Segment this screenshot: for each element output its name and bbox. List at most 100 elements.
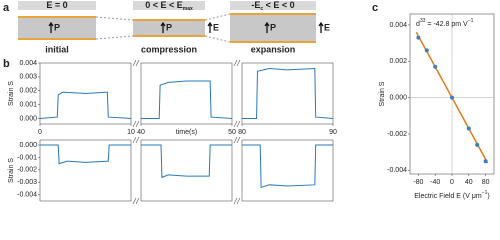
y-tick-label: -0.003 — [17, 179, 37, 186]
condition: 0 < E < Emax — [145, 0, 193, 12]
condition-part: E = 0 — [46, 0, 67, 10]
plot-frame — [39, 139, 132, 202]
x-axis-label: time(s) — [176, 129, 197, 136]
sample — [230, 14, 316, 42]
plot-frame — [140, 139, 233, 202]
y-axis-label: Strain S — [8, 81, 15, 106]
axis-break — [233, 197, 241, 205]
plot-frame — [140, 62, 233, 125]
x-axis-label-part: Electric Field E (V μm — [414, 193, 482, 200]
axis-break — [132, 197, 140, 205]
plot-frame — [241, 62, 334, 125]
annotation: d33 = -42.8 pm V−1 — [416, 18, 474, 28]
x-tick-label: 50 — [228, 129, 236, 136]
arrow — [48, 21, 54, 33]
y-tick-label: -0.004 — [17, 192, 37, 199]
arrow — [207, 21, 213, 33]
annotation-part: d — [416, 21, 420, 28]
series-line — [141, 80, 233, 119]
condition-part: -E — [251, 0, 260, 10]
condition-part: 0 < E < E — [145, 0, 183, 10]
y-tick-label: 0.004 — [19, 60, 37, 67]
arrow — [160, 21, 166, 33]
x-axis-label-part: ) — [487, 193, 489, 200]
axis-break — [233, 59, 241, 67]
point — [416, 35, 421, 40]
annotation-part: −1 — [468, 18, 474, 24]
header-bar — [18, 1, 96, 10]
polarization: P — [54, 22, 60, 32]
condition-part: c — [260, 6, 263, 12]
sample — [18, 17, 96, 39]
condition-part: max — [183, 6, 193, 12]
point — [450, 95, 454, 100]
arrow — [264, 21, 270, 33]
series-line — [39, 91, 132, 119]
y-tick-label: 0.000 — [19, 142, 37, 149]
dash — [95, 16, 134, 21]
polarization: P — [166, 22, 172, 32]
x-tick-label: 90 — [329, 129, 337, 136]
series-line — [242, 68, 334, 119]
point — [483, 159, 488, 164]
dash — [95, 35, 134, 40]
condition: -Ec < E < 0 — [251, 0, 294, 12]
x-tick-label: 10 — [127, 129, 135, 136]
y-tick-label: -0.002 — [387, 131, 407, 138]
x-tick-label: 80 — [482, 179, 490, 186]
x-tick-label: 40 — [465, 179, 473, 186]
panel-label: b — [3, 58, 10, 70]
dash — [204, 35, 231, 43]
y-tick-label: 0.002 — [19, 88, 37, 95]
state-label: compression — [141, 44, 197, 54]
y-tick-label: 0.003 — [19, 74, 37, 81]
plot-frame — [241, 139, 334, 202]
y-tick-label: 0.002 — [389, 58, 407, 65]
y-tick-label: -0.004 — [387, 167, 407, 174]
sample — [133, 20, 205, 36]
field: E — [213, 22, 219, 32]
x-axis-label: Electric Field E (V μm−1) — [414, 190, 489, 200]
axis-break — [132, 136, 140, 144]
annotation-part: = -42.8 pm V — [425, 21, 468, 28]
point — [433, 64, 438, 69]
y-tick-label: 0.001 — [19, 101, 37, 108]
condition-part: < E < 0 — [263, 0, 295, 10]
axis-break — [233, 136, 241, 144]
axis-break — [132, 120, 140, 128]
arrow — [318, 21, 324, 33]
x-tick-label: -80 — [413, 179, 423, 186]
y-tick-label: 0.000 — [19, 115, 37, 122]
series-line — [141, 144, 232, 179]
x-tick-label: 0 — [450, 179, 454, 186]
point — [475, 142, 480, 147]
series-line — [40, 144, 131, 165]
x-tick-label: 80 — [238, 129, 246, 136]
header-bar — [133, 1, 205, 10]
panel-label: c — [372, 2, 378, 14]
x-tick-label: 0 — [38, 129, 42, 136]
x-tick-label: 40 — [137, 129, 145, 136]
y-tick-label: 0.000 — [389, 94, 407, 101]
axis-break — [132, 59, 140, 67]
y-tick-label: -0.001 — [17, 154, 37, 161]
state-label: expansion — [251, 44, 296, 54]
panel-label: a — [3, 2, 10, 14]
field: E — [324, 22, 330, 32]
point — [466, 126, 471, 131]
y-tick-label: -0.002 — [17, 167, 37, 174]
polarization: P — [270, 22, 276, 32]
annotation-part: 33 — [420, 18, 426, 24]
y-axis-label: Strain S — [8, 158, 15, 183]
series-line — [242, 144, 333, 188]
axis-break — [233, 120, 241, 128]
header-bar — [230, 1, 316, 10]
point — [424, 48, 429, 53]
y-tick-label: 0.004 — [389, 22, 407, 29]
y-axis-label: Strain S — [379, 81, 386, 106]
x-tick-label: -40 — [430, 179, 440, 186]
dash — [204, 13, 231, 21]
plot-frame — [39, 62, 132, 125]
state-label: initial — [45, 44, 69, 54]
